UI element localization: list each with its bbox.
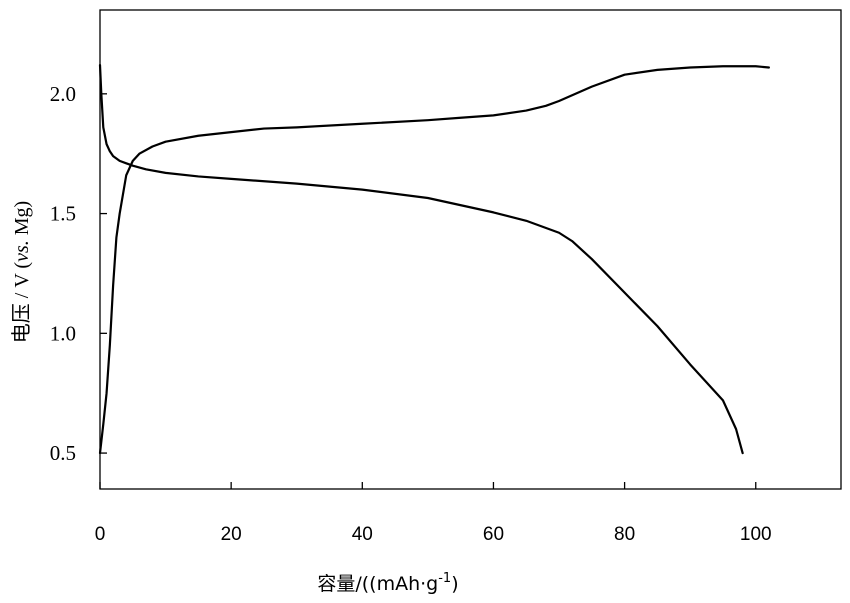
x-tick-label: 20	[221, 524, 242, 545]
x-tick-label: 60	[483, 524, 504, 545]
x-axis-label: 容量/((mAh·g-1)	[317, 571, 458, 595]
series-group	[100, 65, 769, 453]
y-tick-label: 2.0	[50, 82, 76, 106]
y-axis-label-italic: vs.	[11, 240, 33, 262]
x-axis-label-sup: -1	[438, 571, 451, 586]
y-tick-label: 0.5	[50, 441, 76, 465]
y-axis-label-suffix: Mg)	[11, 201, 33, 240]
x-tick-label: 0	[95, 524, 106, 545]
x-axis-label-tail: )	[451, 573, 458, 595]
x-axis-label-main: 容量/((mAh·g	[317, 573, 438, 595]
x-axis-ticks: 0 20 40 60 80 100	[95, 482, 772, 545]
x-tick-label: 100	[740, 524, 772, 545]
x-tick-label: 80	[614, 524, 635, 545]
y-tick-label: 1.0	[50, 321, 76, 345]
discharge-curve	[100, 65, 743, 453]
charge-curve	[100, 66, 769, 453]
y-axis-label: 电压 / V (vs. Mg)	[10, 201, 33, 343]
y-tick-label: 1.5	[50, 202, 76, 226]
x-tick-label: 40	[352, 524, 373, 545]
y-axis-label-prefix: 电压 / V (	[10, 262, 33, 344]
y-axis-ticks: 0.5 1.0 1.5 2.0	[50, 82, 107, 465]
